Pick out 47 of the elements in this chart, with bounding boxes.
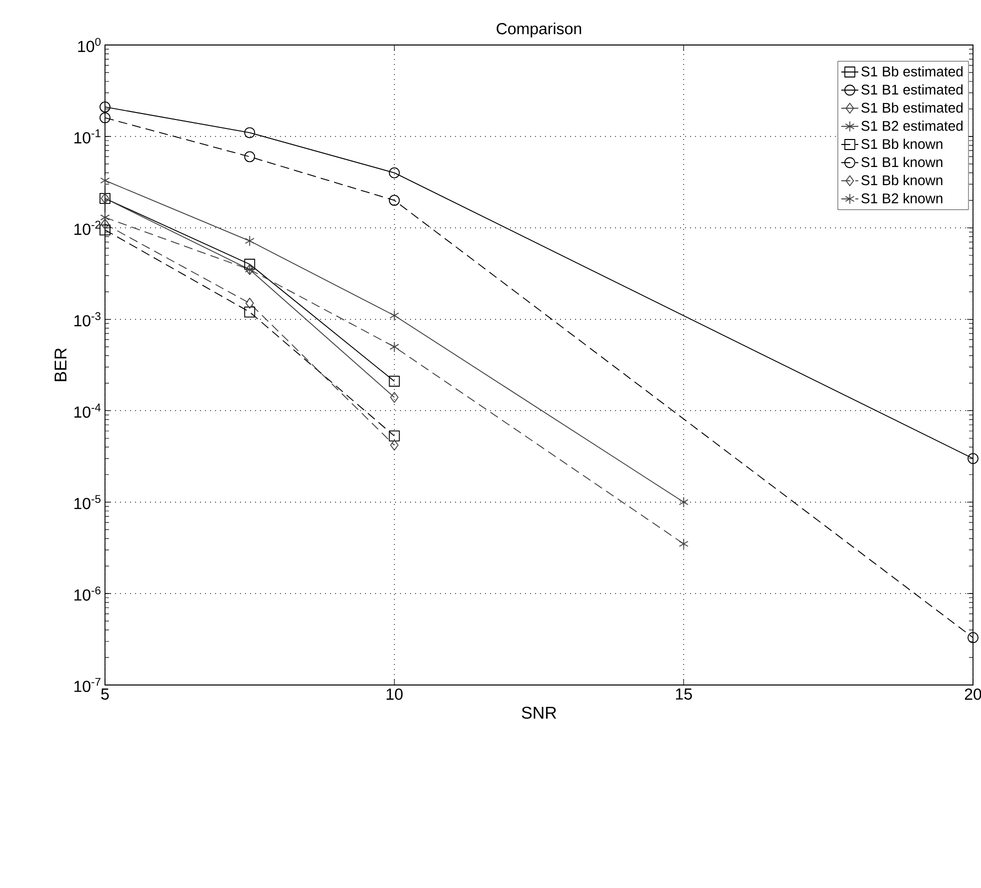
point: [244, 306, 256, 318]
point: [388, 167, 400, 178]
y-tick-label: 10$^{-4}$: [74, 404, 101, 418]
point: [390, 310, 400, 321]
legend-label: S1 Bb known: [861, 174, 942, 186]
legend-label: S1 B1 known: [861, 156, 942, 168]
y-tick-label: 10$^{-6}$: [74, 586, 100, 601]
y-tick-label: 10$^{-2}$: [74, 220, 100, 235]
point: [968, 453, 978, 464]
y-tick-label: 10$^{-3}$: [74, 312, 100, 326]
legend-label: S1 B1 estimated: [861, 84, 963, 95]
legend-label: S1 B2 known: [861, 193, 942, 204]
point: [244, 258, 256, 270]
point: [390, 392, 399, 403]
x-tick-label: 20: [964, 688, 981, 700]
legend-label: S1 Bb estimated: [861, 66, 963, 76]
point: [100, 218, 110, 230]
legend-label: S1 B2 estimated: [861, 120, 963, 131]
point: [968, 632, 978, 644]
point: [390, 440, 399, 451]
y-tick-label: 10$^{-7}$: [74, 678, 100, 692]
y-tick-label: 10$^{-1}$: [74, 129, 100, 144]
x-axis-title: SNR: [522, 706, 556, 719]
y-tick-label: 10$^{-5}$: [74, 495, 101, 510]
y-axis-title: BER: [54, 348, 66, 382]
point: [245, 298, 254, 309]
y-tick-label: 10$^{0}$: [78, 38, 101, 52]
legend-label: S1 Bb estimated: [861, 102, 963, 113]
point: [100, 175, 110, 186]
x-tick-label: 10: [386, 688, 403, 700]
point: [100, 212, 110, 223]
point: [100, 224, 110, 236]
point: [388, 430, 400, 442]
point: [678, 538, 688, 550]
point: [388, 376, 400, 387]
x-tick-label: 15: [676, 688, 692, 700]
point: [390, 341, 400, 352]
point: [100, 112, 110, 124]
point: [244, 235, 254, 246]
point: [244, 151, 256, 162]
point: [678, 496, 688, 508]
point: [388, 194, 400, 206]
chart-title: Comparison: [496, 22, 582, 38]
point: [100, 102, 110, 112]
x-tick-label: 5: [101, 688, 109, 700]
point: [244, 127, 256, 138]
legend-label: S1 Bb known: [861, 138, 942, 149]
